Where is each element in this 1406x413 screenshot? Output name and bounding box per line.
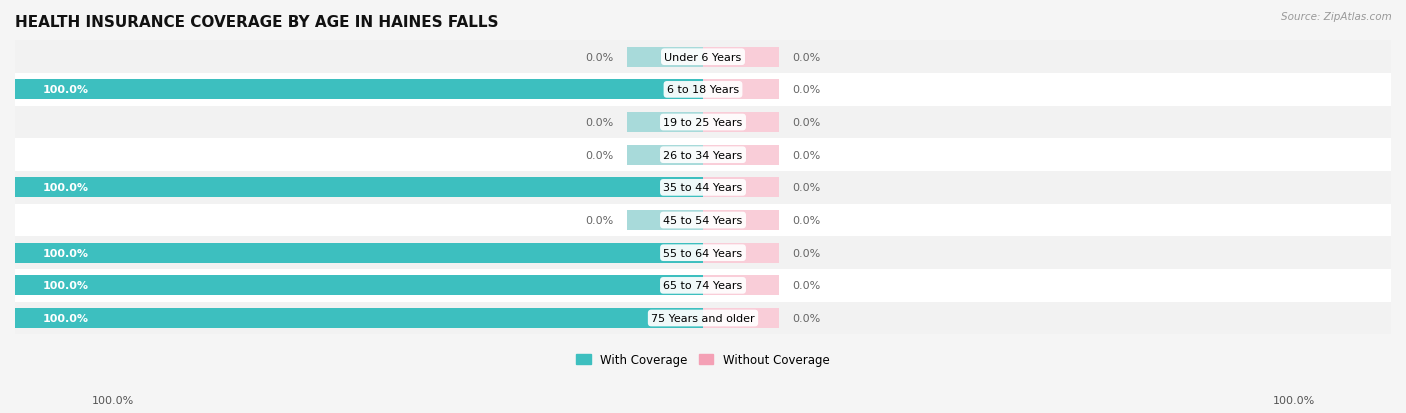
Text: 19 to 25 Years: 19 to 25 Years [664,118,742,128]
Bar [703,275,779,296]
Text: 35 to 44 Years: 35 to 44 Years [664,183,742,193]
Bar [703,308,779,328]
Text: 0.0%: 0.0% [585,52,613,62]
Text: 100.0%: 100.0% [42,281,89,291]
Text: 0.0%: 0.0% [585,216,613,225]
Text: 100.0%: 100.0% [91,395,134,405]
Bar [627,47,703,68]
Text: 0.0%: 0.0% [793,313,821,323]
Legend: With Coverage, Without Coverage: With Coverage, Without Coverage [572,349,834,371]
Text: 0.0%: 0.0% [793,52,821,62]
Bar [703,47,779,68]
Text: 0.0%: 0.0% [793,85,821,95]
Text: Source: ZipAtlas.com: Source: ZipAtlas.com [1281,12,1392,22]
Bar [15,302,1391,335]
Bar [15,139,1391,172]
Bar [703,113,779,133]
Text: 45 to 54 Years: 45 to 54 Years [664,216,742,225]
Text: 0.0%: 0.0% [793,183,821,193]
Bar [627,210,703,230]
Text: 26 to 34 Years: 26 to 34 Years [664,150,742,160]
Bar [15,275,703,296]
Bar [15,41,1391,74]
Bar [15,243,703,263]
Text: 6 to 18 Years: 6 to 18 Years [666,85,740,95]
Bar [703,145,779,166]
Bar [15,80,703,100]
Text: 100.0%: 100.0% [42,183,89,193]
Bar [627,145,703,166]
Bar [15,269,1391,302]
Bar [703,210,779,230]
Bar [627,113,703,133]
Text: 100.0%: 100.0% [42,248,89,258]
Bar [703,178,779,198]
Text: 0.0%: 0.0% [793,150,821,160]
Bar [15,172,1391,204]
Bar [15,107,1391,139]
Text: 75 Years and older: 75 Years and older [651,313,755,323]
Bar [15,178,703,198]
Bar [703,243,779,263]
Text: 100.0%: 100.0% [1272,395,1315,405]
Text: 100.0%: 100.0% [42,313,89,323]
Text: Under 6 Years: Under 6 Years [665,52,741,62]
Bar [15,204,1391,237]
Bar [703,80,779,100]
Text: 55 to 64 Years: 55 to 64 Years [664,248,742,258]
Text: HEALTH INSURANCE COVERAGE BY AGE IN HAINES FALLS: HEALTH INSURANCE COVERAGE BY AGE IN HAIN… [15,15,499,30]
Text: 0.0%: 0.0% [585,118,613,128]
Bar [15,308,703,328]
Text: 0.0%: 0.0% [793,216,821,225]
Text: 100.0%: 100.0% [42,85,89,95]
Text: 0.0%: 0.0% [793,248,821,258]
Text: 0.0%: 0.0% [585,150,613,160]
Bar [15,237,1391,269]
Text: 0.0%: 0.0% [793,118,821,128]
Text: 0.0%: 0.0% [793,281,821,291]
Bar [15,74,1391,107]
Text: 65 to 74 Years: 65 to 74 Years [664,281,742,291]
